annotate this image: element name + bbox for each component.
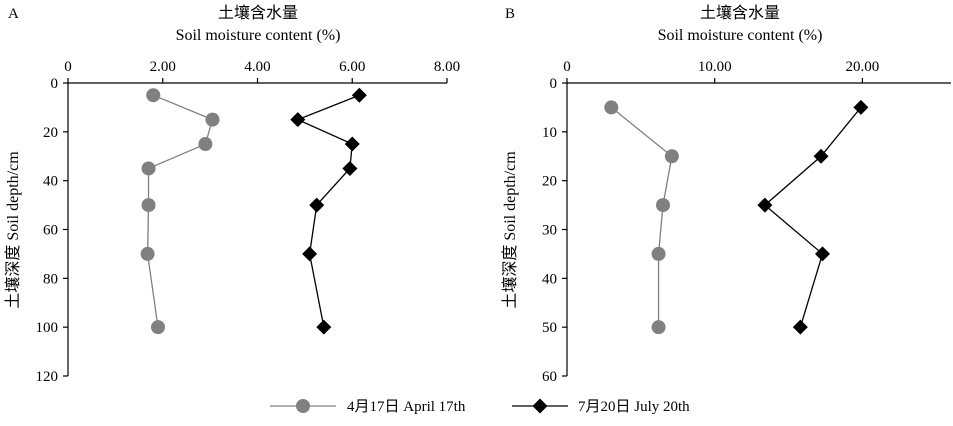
- x-axis-title-en: Soil moisture content (%): [658, 27, 823, 44]
- data-point-circle: [651, 320, 666, 335]
- series-line-2: [763, 107, 862, 328]
- legend-marker-circle: [296, 399, 310, 413]
- y-tick-label: 40: [542, 271, 557, 287]
- x-tick-label: 6.00: [339, 59, 365, 75]
- data-point-diamond: [757, 197, 773, 213]
- x-tick-label: 4.00: [244, 59, 270, 75]
- data-point-diamond: [302, 246, 318, 262]
- panel-b: B 土壤含水量 Soil moisture content (%) 土壤深度 Soil…: [500, 3, 951, 385]
- data-point-circle: [198, 137, 213, 152]
- panel-label: A: [8, 6, 19, 22]
- y-tick-label: 0: [51, 76, 59, 92]
- panel-label: B: [505, 6, 515, 22]
- data-point-circle: [146, 88, 161, 103]
- data-point-diamond: [290, 112, 306, 128]
- series-line-1: [610, 106, 673, 328]
- y-tick-label: 30: [542, 223, 557, 239]
- y-tick-label: 10: [542, 125, 557, 141]
- y-tick-label: 40: [43, 174, 58, 190]
- x-tick-label: 0: [563, 59, 571, 75]
- y-axis-title: 土壤深度 Soil depth/cm: [3, 151, 22, 309]
- x-axis-title-en: Soil moisture content (%): [176, 27, 341, 44]
- x-tick-label: 20.00: [846, 59, 880, 75]
- legend-label: 7月20日 July 20th: [578, 399, 690, 415]
- data-point-circle: [140, 246, 155, 261]
- data-point-circle: [141, 198, 156, 213]
- x-axis-title-cn: 土壤含水量: [700, 3, 780, 22]
- legend: 4月17日 April 17th 7月20日 July 20th: [270, 398, 690, 415]
- legend-marker-diamond: [532, 398, 548, 414]
- data-point-circle: [151, 320, 166, 335]
- y-tick-label: 20: [542, 174, 557, 190]
- series-line-2: [296, 94, 360, 328]
- data-point-diamond: [351, 87, 367, 103]
- data-point-diamond: [815, 246, 831, 262]
- legend-item-2: 7月20日 July 20th: [512, 398, 690, 415]
- legend-label: 4月17日 April 17th: [347, 399, 466, 415]
- data-point-circle: [651, 246, 666, 261]
- data-point-diamond: [316, 319, 332, 335]
- y-tick-label: 100: [36, 320, 59, 336]
- y-tick-label: 50: [542, 320, 557, 336]
- y-tick-label: 80: [43, 271, 58, 287]
- y-tick-label: 0: [550, 76, 558, 92]
- y-tick-label: 120: [36, 369, 59, 385]
- data-point-circle: [141, 161, 156, 176]
- data-point-circle: [604, 100, 619, 115]
- y-tick-label: 60: [542, 369, 557, 385]
- data-point-circle: [664, 149, 679, 164]
- data-point-diamond: [309, 197, 325, 213]
- data-point-diamond: [342, 160, 358, 176]
- legend-item-1: 4月17日 April 17th: [270, 399, 466, 415]
- data-point-diamond: [853, 99, 869, 115]
- series-line-1: [146, 94, 214, 328]
- data-point-circle: [205, 112, 220, 127]
- data-point-diamond: [344, 136, 360, 152]
- x-axis-title-cn: 土壤含水量: [218, 3, 298, 22]
- data-point-diamond: [813, 148, 829, 164]
- panel-a: A 土壤含水量 Soil moisture content (%) 土壤深度 Soil…: [3, 3, 460, 385]
- data-point-diamond: [792, 319, 808, 335]
- y-tick-label: 60: [43, 223, 58, 239]
- data-point-circle: [656, 198, 670, 213]
- x-tick-label: 2.00: [150, 59, 176, 75]
- y-axis-title: 土壤深度 Soil depth/cm: [500, 151, 519, 309]
- x-tick-label: 0: [64, 59, 72, 75]
- y-tick-label: 20: [43, 125, 58, 141]
- x-tick-label: 10.00: [698, 59, 732, 75]
- x-tick-label: 8.00: [434, 59, 460, 75]
